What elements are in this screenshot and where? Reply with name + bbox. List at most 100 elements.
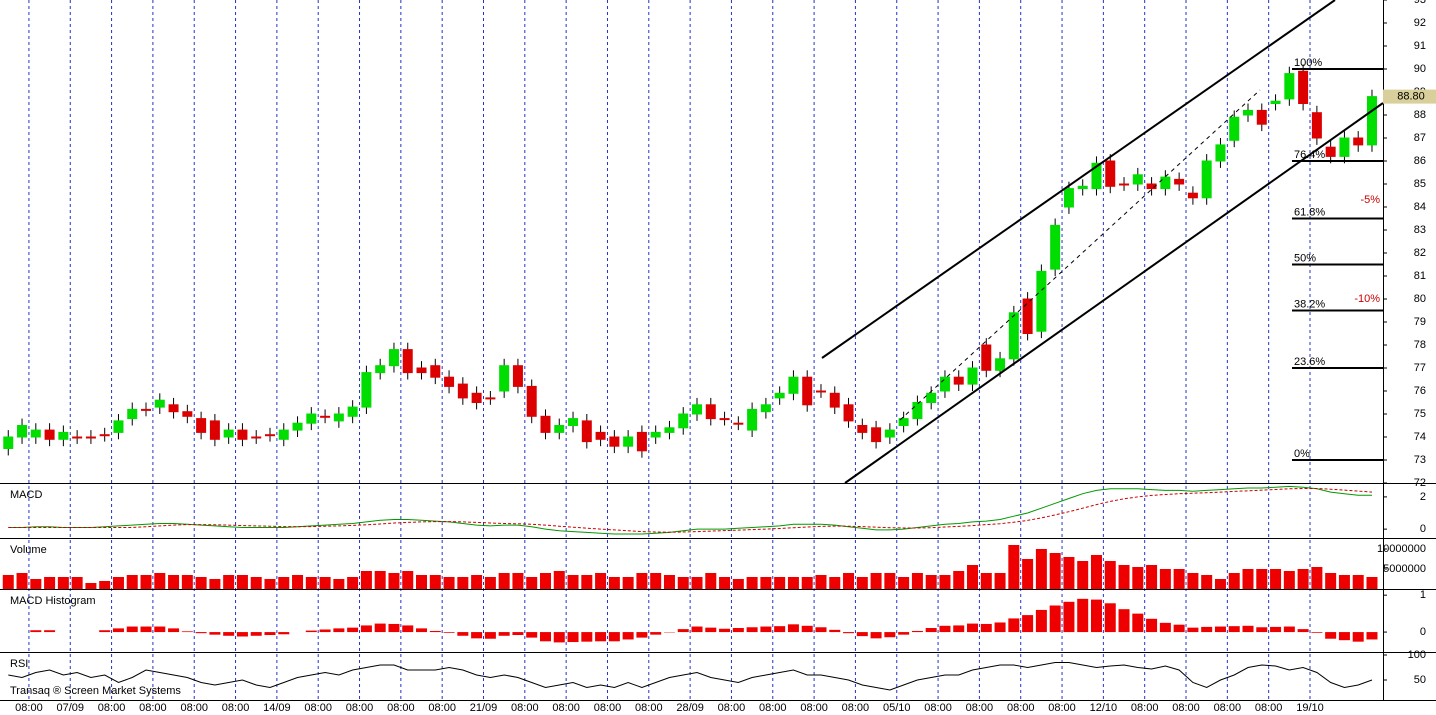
bar [154,573,166,589]
candle-body [857,425,868,433]
candle-body [292,422,303,431]
bar [911,630,923,633]
bar [57,577,69,589]
candle-body [898,418,909,427]
bar [1146,565,1158,589]
bar [953,625,965,633]
bar [44,577,56,589]
y-tick-label: 87 [1414,132,1426,144]
bar [539,632,551,642]
bar [112,628,124,633]
bar [1187,573,1199,589]
bar [250,577,262,589]
bar [416,628,428,633]
bar [471,575,483,589]
candle-body [1160,176,1171,190]
x-tick-label: 19/10 [1296,702,1324,714]
series-line [8,485,1372,535]
candle-body [457,383,468,399]
y-tick-label: 10000000 [1377,543,1426,555]
bar [1325,573,1337,589]
bar [608,632,620,642]
bar [870,573,882,589]
panel-title: RSI [10,658,28,670]
bar [140,626,152,633]
y-tick-label: 1 [1420,589,1426,601]
bar [209,579,221,589]
x-tick-label: 08:00 [180,702,208,714]
y-tick-label: 0 [1420,626,1426,638]
candle-body [402,349,413,374]
candle-body [609,436,620,447]
bar [457,632,469,636]
bar [732,628,744,633]
y-tick-label: 50 [1414,674,1426,686]
bar [1104,561,1116,589]
candle-body [416,367,427,374]
candle-body [1091,162,1102,190]
x-tick-label: 08:00 [304,702,332,714]
candle-body [760,404,771,413]
bar [1159,622,1171,633]
bar [71,577,83,589]
candle-body [1366,96,1377,146]
annotation: -5% [1360,194,1380,206]
bar [388,573,400,589]
bar [925,575,937,589]
bar [581,575,593,589]
candle-body [884,429,895,438]
bar [567,575,579,589]
candle-body [485,397,496,400]
candle-body [320,415,331,418]
bar [1077,598,1089,633]
candle-body [333,413,344,422]
y-tick-label: 84 [1414,201,1426,213]
candle-body [1105,160,1116,187]
bar [416,575,428,589]
bar [595,573,607,589]
y-tick-label: 74 [1414,431,1426,443]
x-tick-label: 08:00 [966,702,994,714]
x-tick-label: 08:00 [15,702,43,714]
candle-body [471,392,482,403]
candle-body [705,404,716,420]
bar [333,628,345,633]
bar [126,575,138,589]
bar [1008,545,1020,589]
x-tick-label: 08:00 [800,702,828,714]
x-tick-label: 08:00 [842,702,870,714]
y-tick-label: 79 [1414,316,1426,328]
candle-body [99,434,110,437]
y-tick-label: 82 [1414,247,1426,259]
watermark: Transaq ® Screen Market Systems [10,685,181,697]
bar [760,577,772,589]
candle-body [17,425,28,438]
bar [677,577,689,589]
bar [223,632,235,636]
bar [1159,569,1171,589]
bar [278,577,290,589]
bar [374,571,386,589]
y-tick-label: 80 [1414,293,1426,305]
bar [1035,549,1047,589]
candle-body [1339,137,1350,157]
bar [1022,559,1034,589]
bar [1201,575,1213,589]
bar [884,632,896,638]
bar [1228,626,1240,633]
bar [1270,569,1282,589]
bar [967,623,979,633]
x-tick-label: 08:00 [1048,702,1076,714]
bar [829,629,841,633]
bar [622,632,634,640]
bar [925,628,937,633]
bar [333,579,345,589]
last-price-tag [1383,89,1436,104]
candle-body [196,418,207,433]
bar [1297,569,1309,589]
bar [663,575,675,589]
bar [705,627,717,633]
fib-label: 38.2% [1294,298,1325,310]
bar [1008,618,1020,633]
